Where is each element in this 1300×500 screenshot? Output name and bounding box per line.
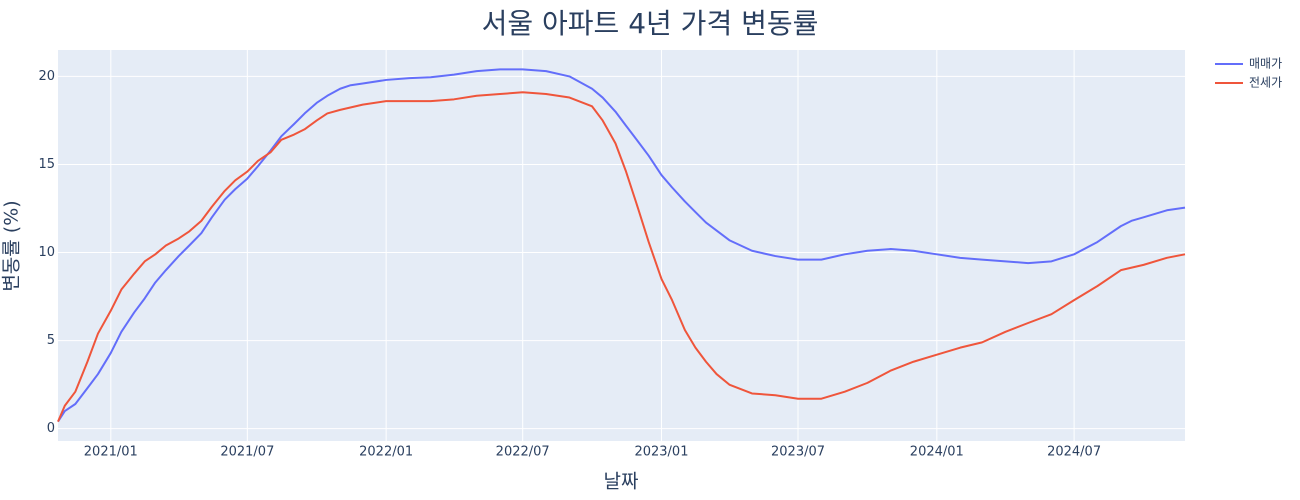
x-tick-labels: 2021/01 2021/07 2022/01 2022/07 2023/01 2023/… (84, 445, 1101, 460)
y-axis-title: 변동률 (%) (1, 200, 23, 291)
x-tick-label: 2024/07 (1047, 445, 1101, 460)
x-tick-label: 2022/07 (496, 445, 550, 460)
x-tick-label: 2022/01 (359, 445, 413, 460)
plot-area (58, 50, 1185, 441)
legend-item[interactable]: 매매가 (1215, 57, 1282, 71)
series-line-2 (57, 91, 1186, 423)
y-tick-label: 15 (38, 157, 55, 172)
x-tick-label: 2023/07 (771, 445, 825, 460)
legend-item[interactable]: 전세가 (1215, 76, 1282, 90)
y-tick-label: 5 (47, 333, 55, 348)
y-tick-label: 20 (38, 69, 55, 84)
y-tick-label: 0 (47, 421, 55, 436)
x-tick-label: 2024/01 (910, 445, 964, 460)
x-axis-title: 날짜 (604, 471, 639, 493)
y-tick-label: 10 (38, 245, 55, 260)
x-tick-label: 2021/01 (84, 445, 138, 460)
legend-label: 전세가 (1249, 76, 1282, 90)
legend-label: 매매가 (1249, 57, 1282, 71)
x-tick-label: 2023/01 (634, 445, 688, 460)
y-tick-labels: 0 5 10 15 20 (38, 69, 55, 436)
x-gridlines (110, 50, 1075, 441)
series-line-1 (57, 68, 1186, 423)
series-lines (57, 68, 1186, 423)
x-tick-label: 2021/07 (220, 445, 274, 460)
chart-title: 서울 아파트 4년 가격 변동률 (482, 7, 819, 40)
y-gridlines (58, 75, 1185, 430)
